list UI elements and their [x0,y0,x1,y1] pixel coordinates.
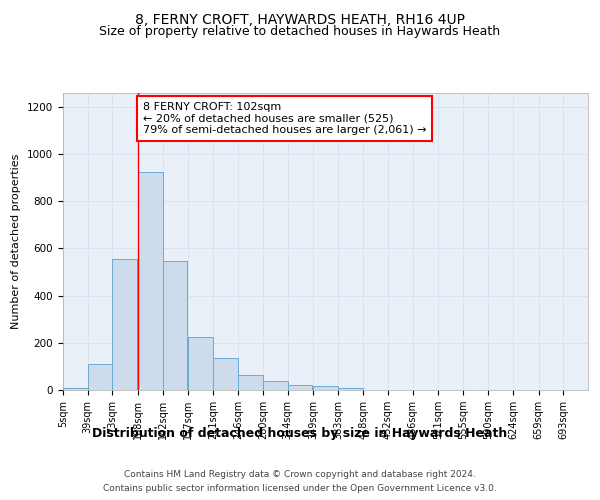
Bar [213,358,238,390]
Bar [263,381,287,390]
Y-axis label: Number of detached properties: Number of detached properties [11,154,22,329]
Text: Contains public sector information licensed under the Open Government Licence v3: Contains public sector information licen… [103,484,497,493]
Text: Contains HM Land Registry data © Crown copyright and database right 2024.: Contains HM Land Registry data © Crown c… [124,470,476,479]
Bar [238,374,263,390]
Bar [63,388,88,390]
Bar [313,386,338,390]
Text: Distribution of detached houses by size in Haywards Heath: Distribution of detached houses by size … [92,428,508,440]
Bar [112,259,137,390]
Bar [138,172,163,390]
Text: 8, FERNY CROFT, HAYWARDS HEATH, RH16 4UP: 8, FERNY CROFT, HAYWARDS HEATH, RH16 4UP [135,12,465,26]
Text: 8 FERNY CROFT: 102sqm
← 20% of detached houses are smaller (525)
79% of semi-det: 8 FERNY CROFT: 102sqm ← 20% of detached … [143,102,427,135]
Bar [163,262,187,390]
Bar [188,337,213,390]
Bar [88,364,112,390]
Text: Size of property relative to detached houses in Haywards Heath: Size of property relative to detached ho… [100,25,500,38]
Bar [287,385,313,390]
Bar [338,388,362,390]
